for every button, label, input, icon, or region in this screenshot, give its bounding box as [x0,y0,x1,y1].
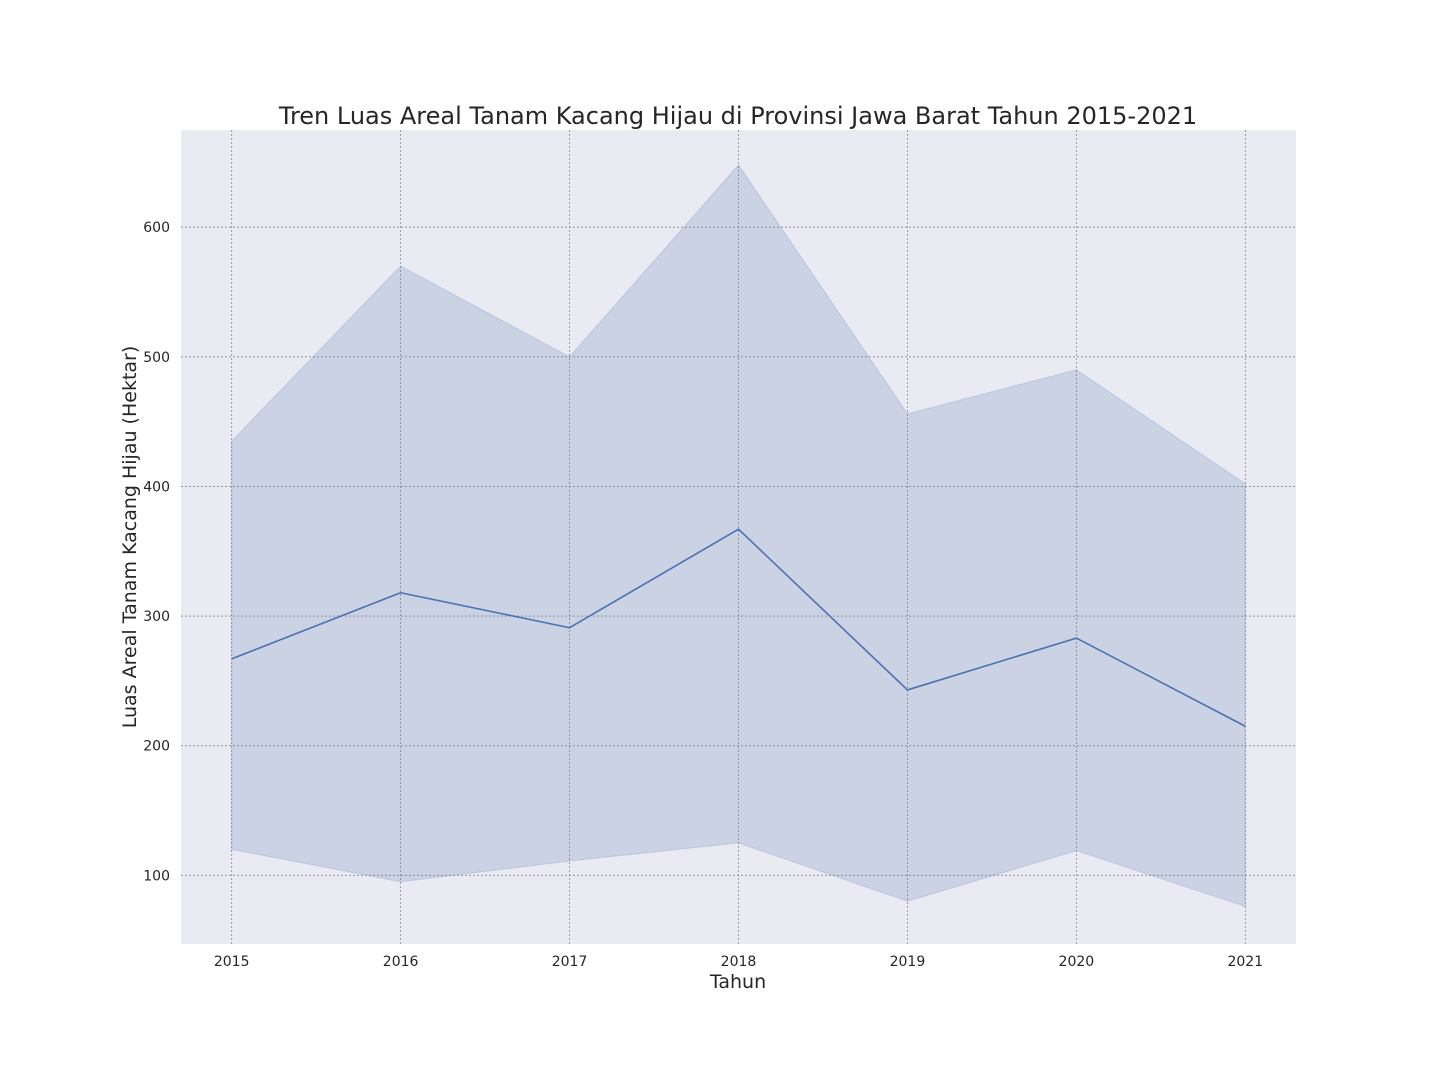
x-tick-label: 2020 [1059,954,1095,970]
y-tick-label: 100 [143,868,170,884]
y-tick-label: 200 [143,739,170,755]
chart-title: Tren Luas Areal Tanam Kacang Hijau di Pr… [278,102,1197,130]
x-tick-label: 2021 [1227,954,1263,970]
x-tick-label: 2016 [383,954,419,970]
plot-area [181,130,1296,944]
x-tick-labels: 2015 2016 2017 2018 2019 2020 2021 [214,954,1263,970]
x-tick-label: 2015 [214,954,250,970]
plot-background [181,130,1296,944]
y-gridlines [181,226,1296,876]
y-tick-label: 400 [143,479,170,495]
x-tick-label: 2019 [890,954,926,970]
series-line [231,528,1246,727]
x-tick-label: 2018 [721,954,757,970]
y-tick-label: 300 [143,609,170,625]
y-tick-label: 600 [143,220,170,236]
y-axis-label: Luas Areal Tanam Kacang Hijau (Hektar) [119,346,141,729]
x-axis-label: Tahun [709,971,766,993]
y-tick-labels: 100 200 300 400 500 600 [143,220,170,884]
x-tick-label: 2017 [552,954,588,970]
confidence-band [231,164,1246,908]
y-tick-label: 500 [143,350,170,366]
